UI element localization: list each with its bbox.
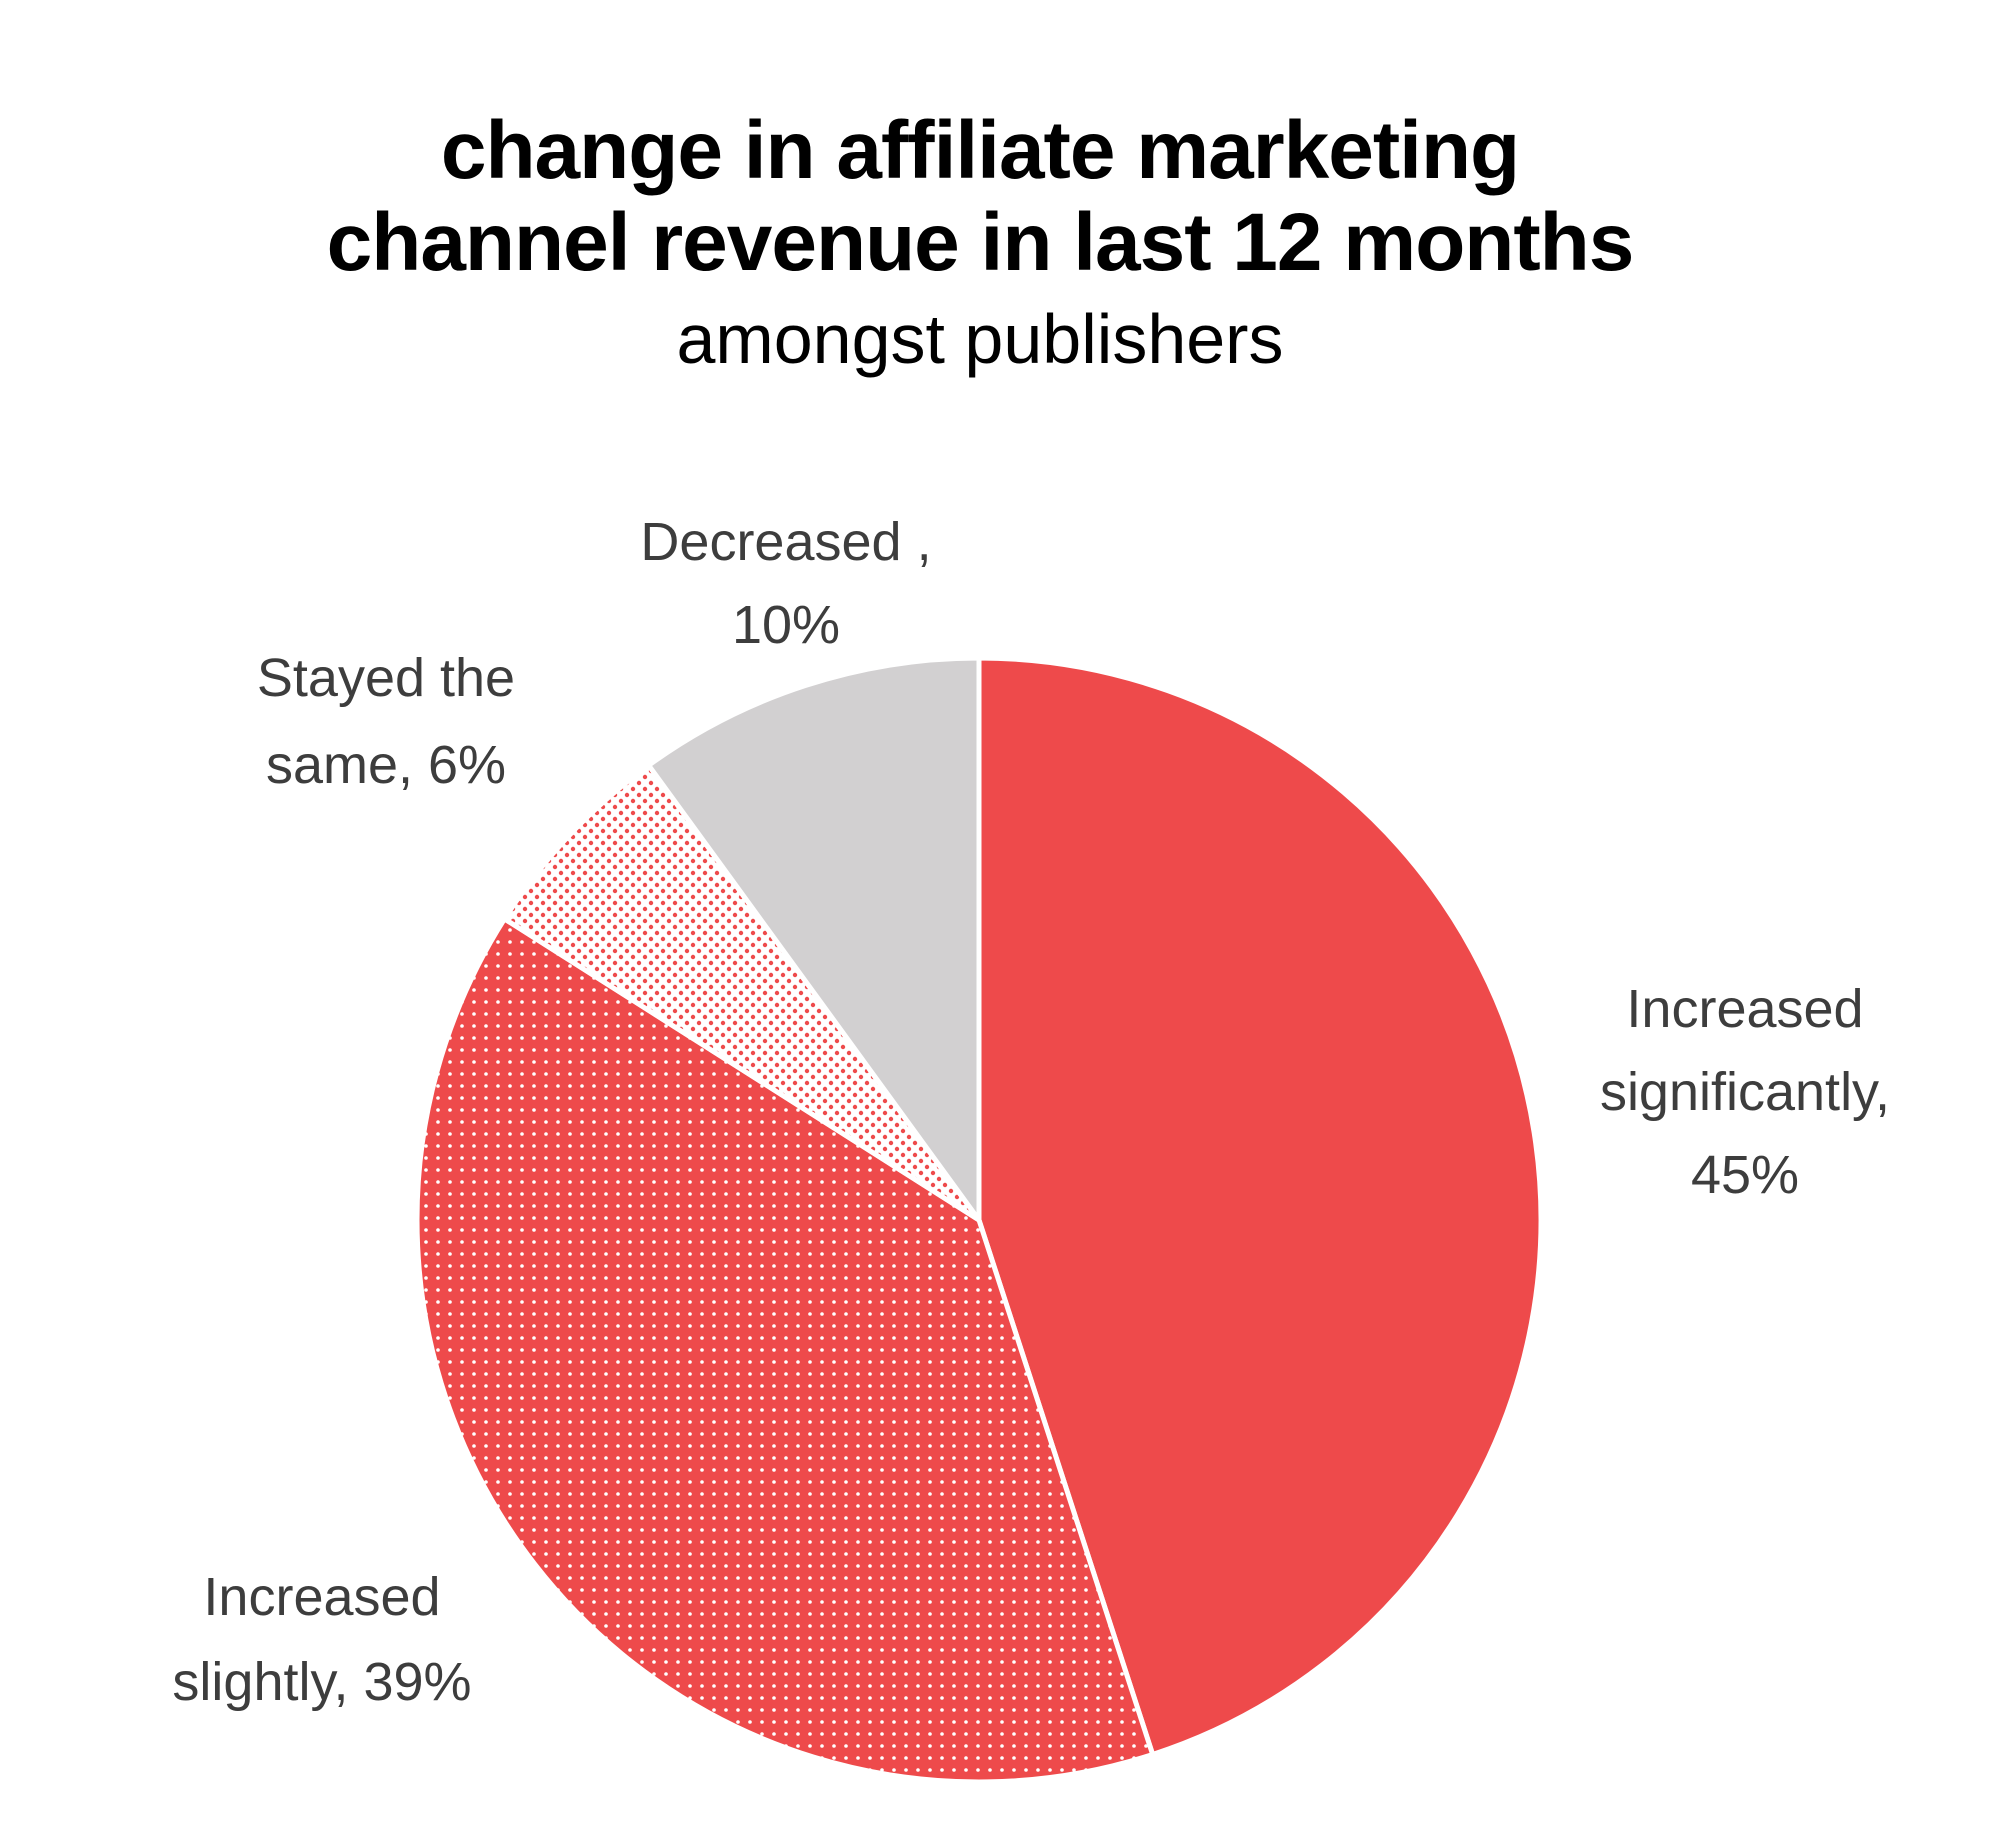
slice-label-line: same, 6% xyxy=(266,735,506,795)
slice-label-line: significantly, xyxy=(1600,1062,1890,1122)
slice-label-increased-slightly: Increased slightly, 39% xyxy=(172,1567,471,1712)
chart-header: change in affiliate marketing channel re… xyxy=(0,105,1960,381)
pie-slice-stayed-the-same xyxy=(501,762,982,1223)
pie-slice-increased-significantly xyxy=(976,655,1544,1757)
slice-label-line: 10% xyxy=(732,595,840,655)
pie-slice-decreased xyxy=(646,655,982,1223)
slice-label-line: slightly, 39% xyxy=(172,1652,471,1712)
chart-title-line-1: change in affiliate marketing xyxy=(440,105,1520,196)
slice-label-line: Increased xyxy=(203,1567,440,1627)
slice-label-line: 45% xyxy=(1691,1145,1799,1205)
chart-title-line-2: channel revenue in last 12 months xyxy=(326,197,1635,288)
slice-label-line: Decreased , xyxy=(640,512,931,572)
pie-slices xyxy=(414,655,1544,1785)
slice-label-increased-significantly: Increased significantly, 45% xyxy=(1600,979,1890,1205)
chart-subtitle: amongst publishers xyxy=(676,300,1284,378)
slice-label-line: Stayed the xyxy=(257,648,515,708)
slice-label-decreased: Decreased , 10% xyxy=(640,512,931,655)
pie-slice-increased-slightly xyxy=(414,916,1156,1785)
pie-labels: Increased significantly, 45% Increased sligh… xyxy=(172,512,1890,1712)
slice-label-line: Increased xyxy=(1626,979,1863,1039)
slice-label-stayed-the-same: Stayed the same, 6% xyxy=(257,648,515,795)
